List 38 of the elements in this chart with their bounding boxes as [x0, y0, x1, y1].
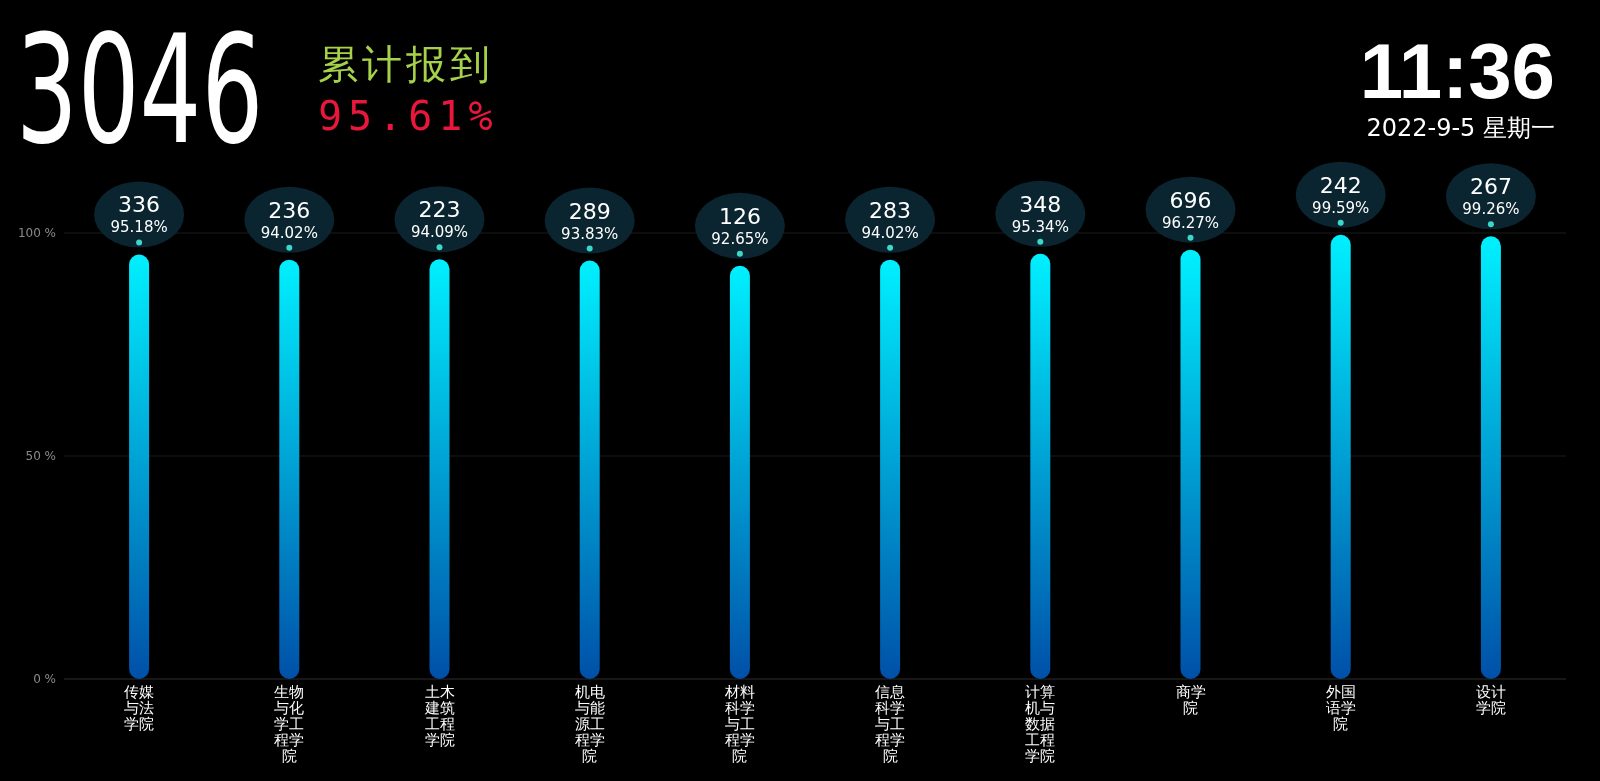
x-tick-label: 传媒与法学院	[124, 683, 155, 733]
chart-title: 3046	[16, 3, 264, 178]
text: 11:36	[1359, 27, 1555, 115]
bar	[429, 259, 450, 679]
y-tick-label: 0 %	[33, 672, 56, 686]
text: 2022-9-5 星期一	[1366, 114, 1555, 142]
data-label: 336 95.18%	[110, 192, 168, 237]
data-label: 242 99.59%	[1312, 172, 1370, 217]
x-tick-label: 信息科学与工程学院	[875, 683, 906, 765]
chart-subtitle: 累计报到	[318, 41, 494, 87]
bar	[1480, 236, 1501, 679]
x-tick-label: 生物与化学工程学院	[274, 683, 305, 765]
data-label: 283 94.02%	[861, 197, 919, 242]
bar	[129, 254, 150, 679]
bar	[1030, 253, 1051, 679]
x-tick-label: 机电与能源工程学院	[574, 683, 605, 765]
data-label: 348 95.34%	[1011, 191, 1069, 236]
data-label: 696 96.27%	[1161, 187, 1220, 232]
x-tick-label: 材料科学与工程学院	[723, 683, 755, 765]
bar	[880, 259, 901, 679]
x-tick-label: 商学院	[1175, 683, 1206, 717]
text: 95.61%	[318, 93, 499, 139]
x-tick-label: 外国语学院	[1325, 683, 1356, 733]
bar	[729, 265, 750, 679]
y-tick-label: 50 %	[25, 449, 56, 463]
bar	[579, 260, 600, 679]
data-label: 126 92.65%	[711, 203, 769, 248]
data-label: 223 94.09%	[410, 197, 469, 242]
bar	[279, 259, 300, 679]
x-tick-label: 计算机与数据工程学院	[1025, 683, 1056, 765]
data-label: 289 93.83%	[561, 198, 619, 243]
data-label: 236 94.02%	[260, 197, 318, 242]
x-tick-label: 设计学院	[1475, 683, 1506, 717]
bar	[1180, 249, 1201, 679]
data-label: 267 99.26%	[1462, 174, 1520, 219]
y-tick-label: 100 %	[17, 226, 56, 240]
bar	[1330, 234, 1351, 679]
x-tick-label: 土木建筑工程学院	[423, 683, 455, 749]
